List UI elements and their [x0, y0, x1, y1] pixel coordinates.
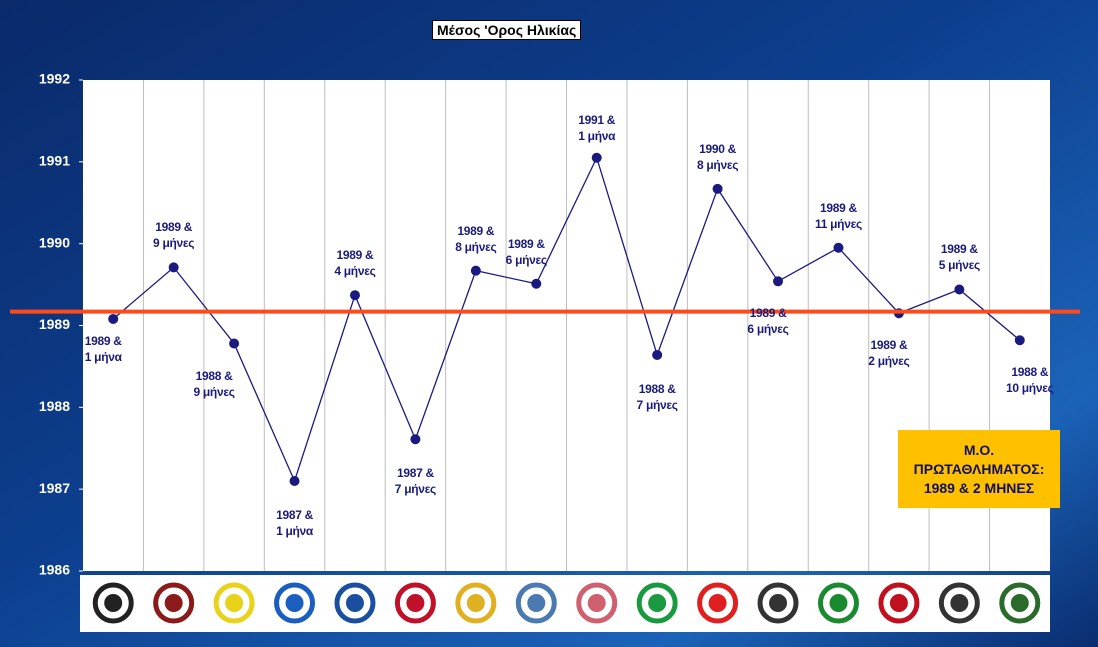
data-label: 1987 & 7 μήνες: [394, 466, 437, 497]
data-label: 1991 & 1 μήνα: [578, 112, 616, 143]
data-point: [229, 338, 240, 349]
data-label: 1989 & 2 μήνες: [868, 338, 910, 369]
y-tick-label: 1986: [39, 562, 70, 578]
y-tick-label: 1989: [39, 316, 70, 332]
y-tick-label: 1992: [39, 71, 70, 87]
team-logo-center: [225, 594, 244, 612]
team-logo-center: [164, 594, 183, 612]
data-point: [712, 183, 723, 194]
y-tick-label: 1988: [39, 398, 70, 414]
data-point: [531, 278, 542, 289]
data-point: [289, 475, 300, 486]
data-label: 1989 & 6 μήνες: [505, 236, 548, 267]
data-line: [112, 155, 1021, 483]
team-logo-center: [345, 594, 364, 612]
y-tick-label: 1991: [39, 153, 70, 169]
data-label: 1989 & 9 μήνες: [153, 220, 195, 251]
team-logo-center: [889, 594, 908, 612]
team-logo-center: [950, 594, 969, 612]
team-logo-center: [285, 594, 304, 612]
team-logo-center: [1010, 594, 1029, 612]
data-point: [1014, 335, 1025, 346]
data-point: [410, 434, 421, 445]
data-label: 1989 & 1 μήνα: [84, 333, 122, 364]
y-tick-label: 1987: [39, 480, 70, 496]
data-label: 1989 & 4 μήνες: [334, 248, 376, 279]
data-label: 1989 & 6 μήνες: [747, 306, 789, 337]
data-label: 1988 & 10 μήνες: [1005, 365, 1054, 396]
data-point: [773, 276, 784, 287]
team-logo-center: [769, 594, 788, 612]
data-label: 1990 & 8 μήνες: [696, 141, 739, 172]
annotation: Μ.Ο. ΠΡΩΤΑΘΛΗΜΑΤΟΣ: 1989 & 2 ΜΗΝΕΣ: [898, 430, 1060, 508]
data-label: 1987 & 1 μήνα: [276, 507, 313, 538]
data-point: [591, 152, 602, 163]
y-tick-label: 1990: [39, 234, 70, 250]
data-label: 1989 & 5 μήνες: [938, 242, 981, 273]
data-label: 1988 & 7 μήνες: [636, 381, 679, 412]
data-point: [954, 284, 965, 295]
team-logo-center: [587, 594, 606, 612]
data-label: 1988 & 9 μήνες: [193, 368, 235, 399]
team-logo-center: [406, 594, 425, 612]
data-point: [349, 290, 360, 301]
data-point: [168, 262, 179, 273]
team-logo-center: [527, 594, 546, 612]
team-logo-center: [829, 594, 848, 612]
data-point: [470, 265, 481, 276]
data-point: [108, 313, 119, 324]
chart-title: Μέσος 'Ορος Ηλικίας: [432, 20, 582, 40]
team-logo-center: [648, 594, 667, 612]
data-point: [833, 242, 844, 253]
data-label: 1989 & 11 μήνες: [815, 200, 862, 231]
data-point: [652, 349, 663, 360]
team-logo-center: [104, 594, 123, 612]
team-logo-center: [466, 594, 485, 612]
team-logo-center: [708, 594, 727, 612]
data-label: 1989 & 8 μήνες: [455, 223, 497, 254]
